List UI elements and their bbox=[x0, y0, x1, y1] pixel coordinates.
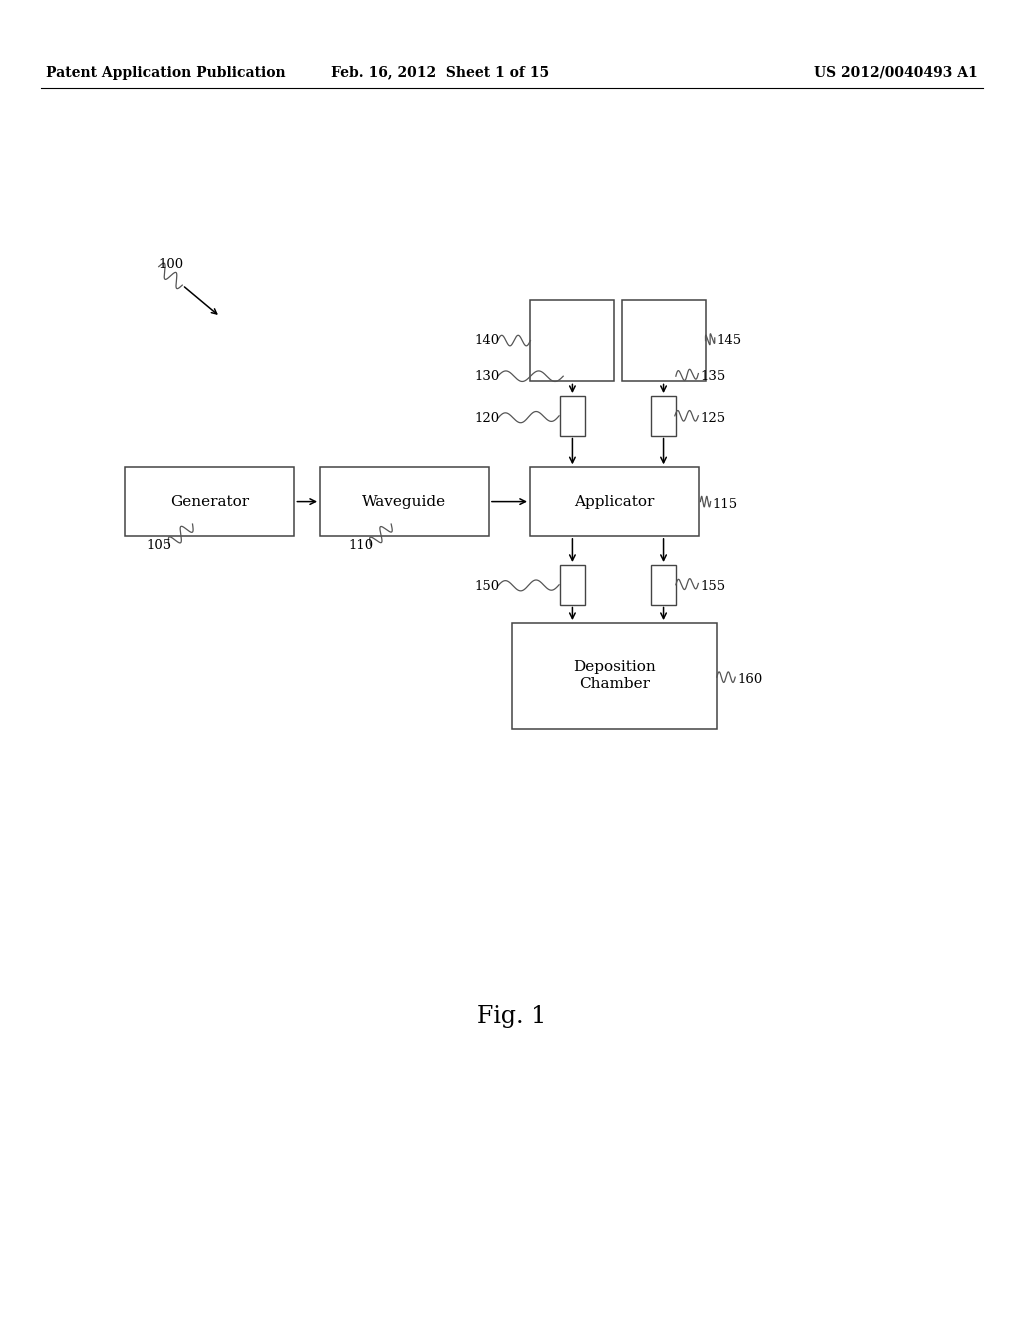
Text: 145: 145 bbox=[717, 334, 742, 347]
Bar bbox=[530, 467, 698, 536]
Bar bbox=[125, 467, 295, 536]
Text: 120: 120 bbox=[474, 412, 500, 425]
Text: Feb. 16, 2012  Sheet 1 of 15: Feb. 16, 2012 Sheet 1 of 15 bbox=[331, 66, 550, 79]
Text: Waveguide: Waveguide bbox=[362, 495, 446, 508]
Text: Deposition
Chamber: Deposition Chamber bbox=[573, 660, 655, 692]
Bar bbox=[560, 396, 585, 436]
Bar bbox=[651, 396, 676, 436]
Text: 155: 155 bbox=[700, 579, 726, 593]
Text: US 2012/0040493 A1: US 2012/0040493 A1 bbox=[814, 66, 978, 79]
Text: 105: 105 bbox=[146, 539, 172, 552]
Text: 130: 130 bbox=[474, 370, 500, 383]
Text: 115: 115 bbox=[713, 498, 738, 511]
Text: Fig. 1: Fig. 1 bbox=[477, 1005, 547, 1028]
Bar bbox=[512, 623, 717, 729]
Text: Patent Application Publication: Patent Application Publication bbox=[46, 66, 286, 79]
Bar bbox=[319, 467, 489, 536]
Text: 110: 110 bbox=[348, 539, 374, 552]
Text: Applicator: Applicator bbox=[574, 495, 654, 508]
Text: Generator: Generator bbox=[170, 495, 250, 508]
Bar bbox=[530, 300, 614, 381]
Text: 135: 135 bbox=[700, 370, 726, 383]
Text: 125: 125 bbox=[700, 412, 726, 425]
Text: 100: 100 bbox=[159, 257, 184, 271]
Text: 140: 140 bbox=[474, 334, 500, 347]
Bar bbox=[560, 565, 585, 605]
Text: 160: 160 bbox=[737, 673, 763, 686]
Text: 150: 150 bbox=[474, 579, 500, 593]
Bar bbox=[651, 565, 676, 605]
Bar bbox=[622, 300, 706, 381]
